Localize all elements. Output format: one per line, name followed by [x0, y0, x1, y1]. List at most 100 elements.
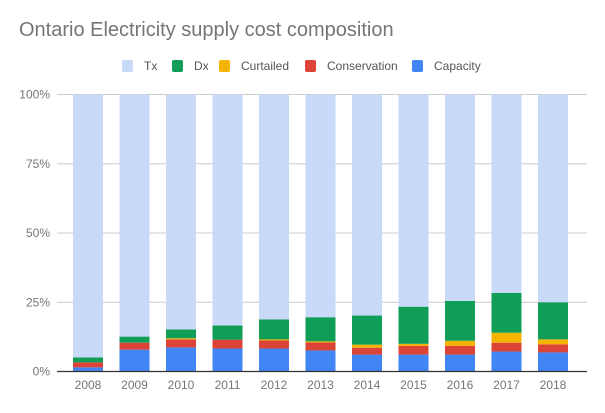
y-axis-labels: 0% 25% 50% 75% 100%: [19, 88, 50, 379]
bar-dx-2013[interactable]: [305, 317, 336, 342]
legend-swatch-curtailed: [219, 60, 230, 72]
x-tick-label: 2011: [215, 378, 241, 392]
bar-tx-2012[interactable]: [259, 94, 289, 320]
bar-stack-2010: [166, 94, 196, 372]
bar-tx-2015[interactable]: [398, 94, 429, 307]
x-tick-label: 2013: [307, 378, 334, 392]
x-tick-label: 2016: [447, 378, 474, 392]
x-tick-label: 2012: [261, 378, 288, 392]
bar-stack-2018: [538, 94, 568, 372]
bar-curtailed-2017[interactable]: [491, 332, 522, 343]
x-tick-label: 2014: [354, 378, 381, 392]
legend-swatch-tx: [122, 60, 133, 72]
bar-tx-2011[interactable]: [212, 94, 243, 326]
bar-tx-2013[interactable]: [305, 94, 336, 318]
bar-capacity-2010[interactable]: [166, 347, 196, 372]
bar-capacity-2015[interactable]: [398, 354, 429, 372]
x-tick-label: 2009: [121, 378, 148, 392]
y-tick-label: 50%: [26, 226, 50, 240]
bar-conservation-2012[interactable]: [259, 340, 289, 349]
bar-capacity-2013[interactable]: [305, 350, 336, 372]
bar-conservation-2011[interactable]: [212, 339, 243, 349]
bar-curtailed-2016[interactable]: [445, 340, 475, 346]
legend-item-conservation[interactable]: Conservation: [305, 58, 398, 74]
bar-stack-2009: [119, 94, 150, 372]
bar-conservation-2014[interactable]: [352, 347, 382, 355]
x-axis-labels: 2008 2009 2010 2011 2012 2013 2014 2015 2016 2017…: [75, 378, 567, 392]
legend-label-tx: Tx: [144, 59, 158, 73]
bar-dx-2016[interactable]: [445, 300, 475, 341]
bar-conservation-2016[interactable]: [445, 345, 475, 355]
y-tick-label: 0%: [33, 365, 51, 379]
bar-conservation-2018[interactable]: [538, 344, 568, 353]
x-tick-label: 2010: [168, 378, 195, 392]
bar-curtailed-2015[interactable]: [398, 343, 429, 346]
bar-stack-2013: [305, 94, 336, 372]
bar-conservation-2010[interactable]: [166, 339, 196, 348]
bar-stack-2017: [491, 94, 522, 372]
legend-item-tx[interactable]: Tx: [122, 58, 157, 74]
bar-capacity-2014[interactable]: [352, 354, 382, 372]
legend-item-curtailed[interactable]: Curtailed: [219, 58, 289, 74]
legend-swatch-dx: [172, 60, 183, 72]
y-tick-label: 25%: [26, 295, 50, 309]
bar-capacity-2008[interactable]: [73, 367, 103, 372]
bar-stack-2011: [212, 94, 243, 372]
bar-capacity-2009[interactable]: [119, 349, 150, 372]
bar-stack-2008: [73, 94, 103, 372]
bar-tx-2009[interactable]: [119, 94, 150, 337]
bar-curtailed-2012[interactable]: [259, 339, 289, 341]
bar-tx-2014[interactable]: [352, 94, 382, 316]
bar-dx-2009[interactable]: [119, 336, 150, 343]
bar-dx-2008[interactable]: [73, 357, 103, 363]
bar-curtailed-2018[interactable]: [538, 339, 568, 345]
chart-title: Ontario Electricity supply cost composit…: [19, 19, 394, 41]
legend-label-conservation: Conservation: [327, 59, 398, 73]
bar-tx-2016[interactable]: [445, 94, 475, 301]
legend-swatch-capacity: [412, 60, 423, 72]
legend-label-dx: Dx: [194, 59, 209, 73]
x-tick-label: 2017: [493, 378, 520, 392]
bar-dx-2010[interactable]: [166, 329, 196, 339]
bar-tx-2017[interactable]: [491, 94, 522, 293]
legend: Tx Dx Curtailed Conservation Capacity: [0, 58, 605, 74]
bars: [73, 94, 568, 372]
bar-conservation-2013[interactable]: [305, 342, 336, 351]
legend-item-dx[interactable]: Dx: [172, 58, 209, 74]
bar-capacity-2012[interactable]: [259, 348, 289, 372]
bar-dx-2011[interactable]: [212, 325, 243, 340]
bar-capacity-2011[interactable]: [212, 348, 243, 372]
bar-curtailed-2013[interactable]: [305, 341, 336, 343]
legend-item-capacity[interactable]: Capacity: [412, 58, 481, 74]
bar-dx-2015[interactable]: [398, 306, 429, 344]
x-tick-label: 2018: [540, 378, 567, 392]
y-tick-label: 75%: [26, 157, 50, 171]
bar-capacity-2017[interactable]: [491, 351, 522, 372]
bar-stack-2014: [352, 94, 382, 372]
bar-stack-2016: [445, 94, 475, 372]
bar-tx-2008[interactable]: [73, 94, 103, 358]
bar-tx-2010[interactable]: [166, 94, 196, 330]
bar-capacity-2016[interactable]: [445, 354, 475, 372]
bar-curtailed-2010[interactable]: [166, 338, 196, 340]
legend-label-capacity: Capacity: [434, 59, 481, 73]
legend-swatch-conservation: [305, 60, 316, 72]
bar-dx-2014[interactable]: [352, 315, 382, 345]
x-tick-label: 2015: [400, 378, 427, 392]
bar-conservation-2009[interactable]: [119, 342, 150, 350]
bar-dx-2012[interactable]: [259, 319, 289, 340]
bar-curtailed-2014[interactable]: [352, 344, 382, 348]
bar-stack-2012: [259, 94, 289, 372]
bar-tx-2018[interactable]: [538, 94, 568, 303]
x-tick-label: 2008: [75, 378, 102, 392]
bar-dx-2017[interactable]: [491, 292, 522, 333]
bar-conservation-2008[interactable]: [73, 362, 103, 368]
bar-conservation-2017[interactable]: [491, 342, 522, 352]
legend-label-curtailed: Curtailed: [241, 59, 290, 73]
bar-dx-2018[interactable]: [538, 302, 568, 340]
bar-stack-2015: [398, 94, 429, 372]
bar-capacity-2018[interactable]: [538, 352, 568, 372]
bar-conservation-2015[interactable]: [398, 345, 429, 355]
y-tick-label: 100%: [19, 88, 50, 102]
